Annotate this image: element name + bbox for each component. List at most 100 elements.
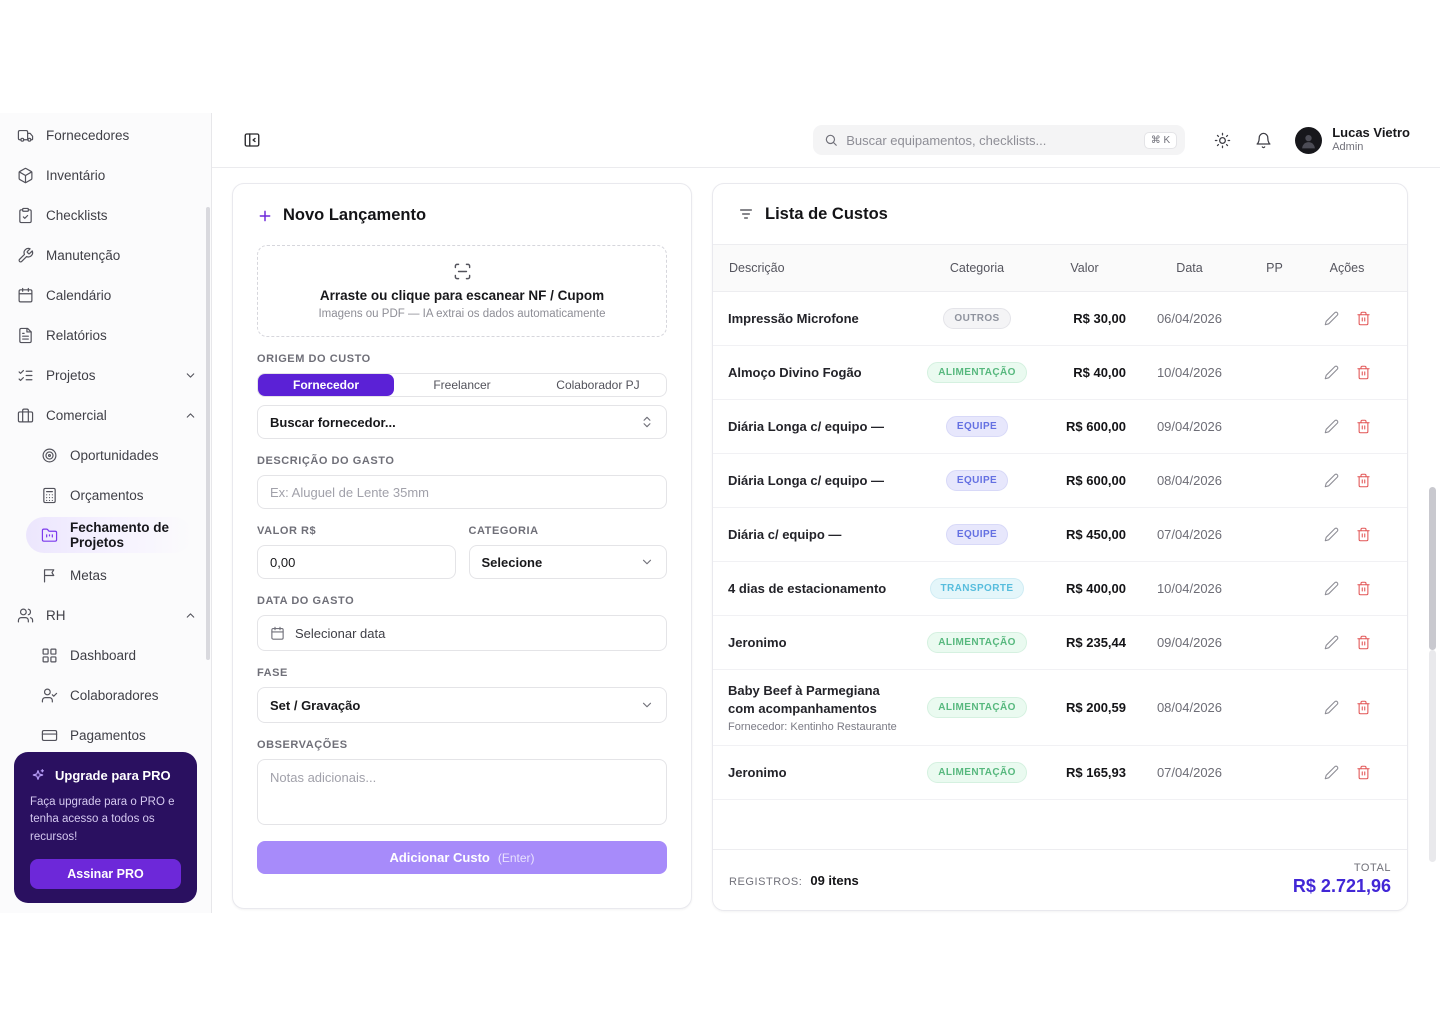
chevron-up-icon xyxy=(184,409,197,422)
folder-icon xyxy=(41,527,58,544)
row-description: 4 dias de estacionamento xyxy=(728,580,887,596)
theme-toggle-sun-icon[interactable] xyxy=(1214,132,1231,149)
chevron-up-icon xyxy=(184,609,197,622)
category-select[interactable]: Selecione xyxy=(468,545,667,579)
category-badge: EQUIPE xyxy=(945,524,1009,545)
table-row: Diária Longa c/ equipo — EQUIPE R$ 600,00 0… xyxy=(713,400,1407,454)
column-categoria: Categoria xyxy=(949,261,1005,275)
sidebar-item-relat-rios[interactable]: Relatórios xyxy=(0,315,211,355)
sidebar-item-calend-rio[interactable]: Calendário xyxy=(0,275,211,315)
topbar: ⌘ K Lucas Vietro Admin xyxy=(212,113,1440,168)
app-window: Fornecedores Inventário Checklists Manutenç… xyxy=(0,113,1440,913)
segment-freelancer[interactable]: Freelancer xyxy=(433,378,491,392)
delete-icon[interactable] xyxy=(1356,365,1371,380)
descricao-label: DESCRIÇÃO DO GASTO xyxy=(257,455,395,467)
row-value: R$ 600,00 xyxy=(1066,473,1126,488)
total-label: TOTAL xyxy=(1353,862,1391,875)
supplier-select[interactable]: Buscar fornecedor... xyxy=(257,405,667,439)
sidebar-item-rh[interactable]: RH xyxy=(0,595,211,635)
delete-icon[interactable] xyxy=(1356,527,1371,542)
delete-icon[interactable] xyxy=(1356,700,1371,715)
sidebar-item-oportunidades[interactable]: Oportunidades xyxy=(0,435,211,475)
edit-icon[interactable] xyxy=(1324,419,1339,434)
phase-select[interactable]: Set / Gravação xyxy=(257,687,667,723)
column-data: Data xyxy=(1176,261,1203,275)
table-row: Impressão Microfone OUTROS R$ 30,00 06/04/2… xyxy=(713,292,1407,346)
edit-icon[interactable] xyxy=(1324,765,1339,780)
row-value: R$ 235,44 xyxy=(1066,635,1126,650)
filter-icon xyxy=(738,206,754,222)
origem-label: ORIGEM DO CUSTO xyxy=(257,353,371,365)
new-entry-panel: Novo Lançamento Arraste ou clique para e… xyxy=(232,183,692,909)
row-date: 10/04/2026 xyxy=(1156,581,1223,596)
user-info: Lucas Vietro Admin xyxy=(1332,125,1410,155)
delete-icon[interactable] xyxy=(1356,635,1371,650)
sidebar-item-dashboard[interactable]: Dashboard xyxy=(0,635,211,675)
sidebar-collapse-icon[interactable] xyxy=(243,131,261,149)
sidebar-item-or-amentos[interactable]: Orçamentos xyxy=(0,475,211,515)
sidebar-item-checklists[interactable]: Checklists xyxy=(0,195,211,235)
edit-icon[interactable] xyxy=(1324,635,1339,650)
upgrade-pro-card: Upgrade para PRO Faça upgrade para o PRO… xyxy=(14,751,197,903)
list-title-row: Lista de Custos xyxy=(713,184,1407,244)
chevron-down-icon xyxy=(640,555,654,569)
add-cost-enter-hint: (Enter) xyxy=(497,850,535,865)
sidebar-item-fornecedores[interactable]: Fornecedores xyxy=(0,115,211,155)
row-date: 08/04/2026 xyxy=(1156,700,1223,715)
segment-colaborador-pj[interactable]: Colaborador PJ xyxy=(556,378,640,392)
date-picker-field[interactable]: Selecionar data xyxy=(257,615,667,651)
receipt-scan-dropzone[interactable]: Arraste ou clique para escanear NF / Cup… xyxy=(257,245,667,337)
sidebar-scrollbar[interactable] xyxy=(206,207,210,660)
add-cost-button[interactable]: Adicionar Custo (Enter) xyxy=(257,841,667,874)
sidebar-item-invent-rio[interactable]: Inventário xyxy=(0,155,211,195)
credit-card-icon xyxy=(41,727,58,744)
row-value: R$ 200,59 xyxy=(1066,700,1126,715)
notes-textarea[interactable] xyxy=(257,759,667,825)
page-scrollbar-rail[interactable] xyxy=(1429,650,1436,862)
value-input[interactable] xyxy=(257,545,456,579)
row-description: Almoço Divino Fogão xyxy=(728,364,862,380)
sidebar-item-projetos[interactable]: Projetos xyxy=(0,355,211,395)
segment-fornecedor[interactable]: Fornecedor xyxy=(258,374,394,396)
delete-icon[interactable] xyxy=(1356,473,1371,488)
search-input[interactable] xyxy=(846,132,1136,148)
sidebar-item-label: Manutenção xyxy=(46,247,121,263)
column-valor: Valor xyxy=(1070,261,1099,275)
dropzone-subtitle: Imagens ou PDF — IA extrai os dados auto… xyxy=(318,308,606,320)
subscribe-pro-button[interactable]: Assinar PRO xyxy=(30,859,181,889)
category-badge: TRANSPORTE xyxy=(929,578,1025,599)
sidebar-item-pagamentos[interactable]: Pagamentos xyxy=(0,715,211,755)
row-date: 09/04/2026 xyxy=(1156,635,1223,650)
sidebar-item-label: Fornecedores xyxy=(46,127,130,143)
category-badge: EQUIPE xyxy=(945,416,1009,437)
category-badge: ALIMENTAÇÃO xyxy=(927,632,1027,653)
sidebar-item-manuten-o[interactable]: Manutenção xyxy=(0,235,211,275)
row-value: R$ 40,00 xyxy=(1073,365,1126,380)
edit-icon[interactable] xyxy=(1324,700,1339,715)
sidebar-item-colaboradores[interactable]: Colaboradores xyxy=(0,675,211,715)
notifications-bell-icon[interactable] xyxy=(1255,132,1272,149)
sidebar-item-comercial[interactable]: Comercial xyxy=(0,395,211,435)
row-value: R$ 400,00 xyxy=(1066,581,1126,596)
row-date: 09/04/2026 xyxy=(1156,419,1223,434)
data-gasto-label: DATA DO GASTO xyxy=(257,595,355,607)
user-avatar[interactable] xyxy=(1295,126,1323,154)
content-area: Novo Lançamento Arraste ou clique para e… xyxy=(212,168,1440,913)
edit-icon[interactable] xyxy=(1324,365,1339,380)
edit-icon[interactable] xyxy=(1324,581,1339,596)
delete-icon[interactable] xyxy=(1356,581,1371,596)
sidebar-item-label: RH xyxy=(46,607,66,623)
delete-icon[interactable] xyxy=(1356,419,1371,434)
main-area: ⌘ K Lucas Vietro Admin xyxy=(212,113,1440,913)
wrench-icon xyxy=(17,247,34,264)
delete-icon[interactable] xyxy=(1356,765,1371,780)
edit-icon[interactable] xyxy=(1324,527,1339,542)
page-scrollbar-thumb[interactable] xyxy=(1429,487,1436,650)
sidebar-item-metas[interactable]: Metas xyxy=(0,555,211,595)
expense-description-input[interactable] xyxy=(257,475,667,509)
edit-icon[interactable] xyxy=(1324,311,1339,326)
sidebar-item-label: Orçamentos xyxy=(70,487,144,503)
edit-icon[interactable] xyxy=(1324,473,1339,488)
delete-icon[interactable] xyxy=(1356,311,1371,326)
sidebar-item-fechamento-de-projetos[interactable]: Fechamento de Projetos xyxy=(26,517,192,553)
